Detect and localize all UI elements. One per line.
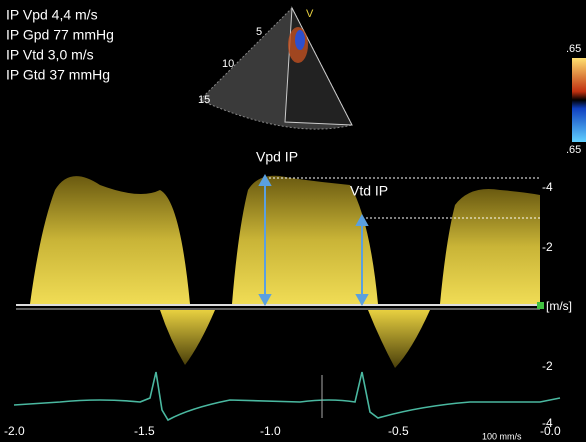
velocity-label: -4 (542, 180, 553, 194)
measurement: IP Vpd 4,4 m/s (6, 7, 98, 23)
velocity-label: -2 (542, 359, 553, 373)
depth-label: 5 (256, 26, 262, 38)
page: 5 10 15 V .65 .65 IP Vpd 4,4 m/s IP Gpd … (0, 0, 586, 442)
color-bar (572, 58, 586, 142)
measurement: IP Gtd 37 mmHg (6, 67, 110, 83)
sweep-speed: 100 mm/s (482, 431, 522, 441)
depth-label: 15 (198, 94, 210, 106)
color-scale-top: .65 (566, 43, 581, 55)
time-label: -0.5 (388, 424, 409, 438)
annotation: Vpd IP (256, 149, 298, 165)
baseline-marker (537, 302, 544, 309)
time-label: -0.0 (540, 424, 561, 438)
velocity-label: -2 (542, 240, 553, 254)
depth-label: 10 (222, 58, 234, 70)
time-label: -2.0 (4, 424, 25, 438)
measurement: IP Vtd 3,0 m/s (6, 47, 94, 63)
mode-label: V (306, 8, 314, 20)
color-flow (295, 30, 305, 50)
velocity-label: [m/s] (546, 299, 572, 313)
color-scale-bottom: .65 (566, 144, 581, 156)
time-label: -1.5 (134, 424, 155, 438)
echo-screen: 5 10 15 V .65 .65 IP Vpd 4,4 m/s IP Gpd … (0, 0, 586, 442)
annotation: Vtd IP (350, 183, 388, 199)
measurement: IP Gpd 77 mmHg (6, 27, 114, 43)
time-label: -1.0 (260, 424, 281, 438)
